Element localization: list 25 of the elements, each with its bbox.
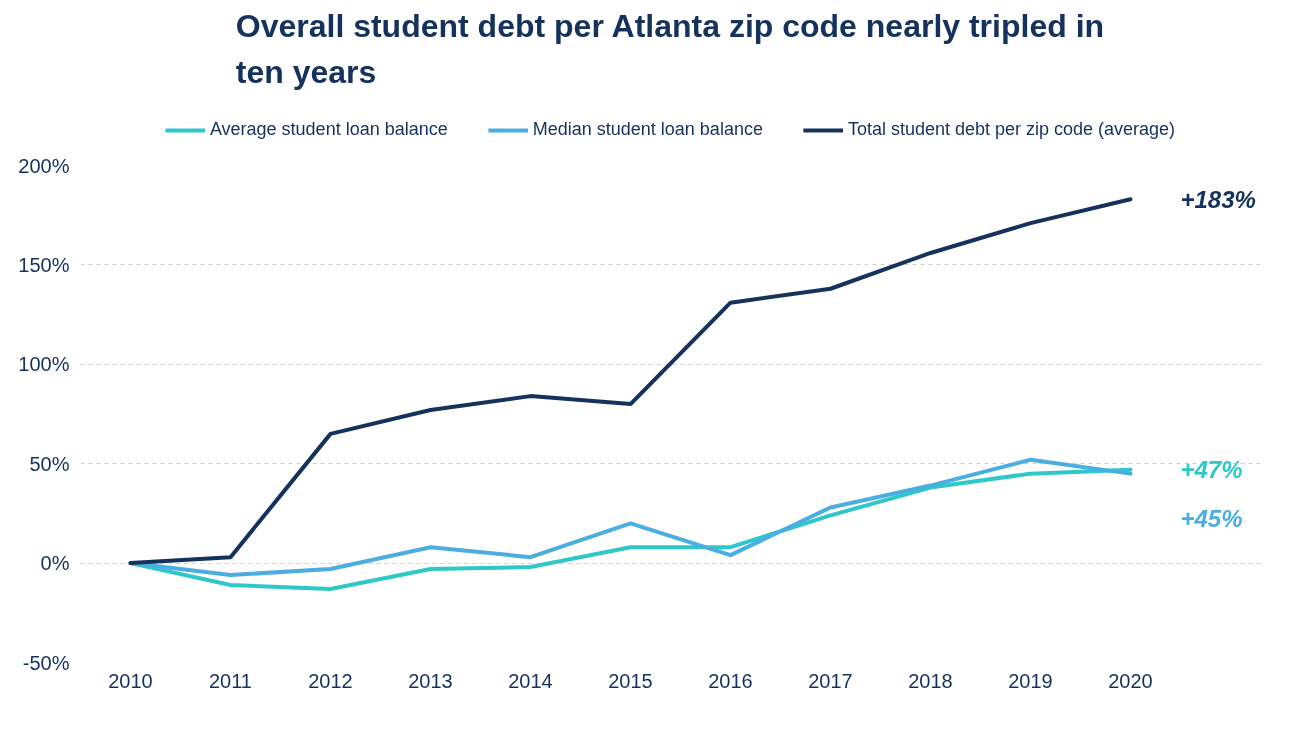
x-tick-label: 2014 — [508, 669, 553, 692]
annotation: +47% — [1180, 456, 1243, 484]
y-tick-label: 0% — [40, 552, 70, 575]
x-tick-label: 2017 — [808, 669, 853, 692]
x-tick-label: 2013 — [408, 669, 453, 692]
annotation: +183% — [1180, 185, 1256, 213]
y-tick-label: 100% — [18, 353, 70, 376]
x-tick-label: 2016 — [708, 669, 753, 692]
x-tick-label: 2010 — [108, 669, 153, 692]
x-tick-label: 2011 — [209, 669, 253, 692]
line-series — [128, 197, 1133, 566]
legend-label: Total student debt per zip code (average) — [847, 119, 1176, 140]
legend-label: Median student loan balance — [532, 119, 763, 140]
annotation: +45% — [1180, 505, 1243, 533]
x-tick-label: 2015 — [608, 669, 653, 692]
y-tick-label: 200% — [18, 154, 70, 177]
chart-title: Overall student debt per Atlanta zip code nearly tripled in ten years — [235, 7, 1105, 91]
x-tick-label: 2012 — [308, 669, 353, 692]
x-tick-label: 2019 — [1008, 669, 1053, 692]
y-tick-label: 50% — [29, 452, 70, 475]
x-tick-label: 2020 — [1108, 669, 1153, 692]
legend-label: Average student loan balance — [209, 119, 448, 140]
y-tick-label: 150% — [18, 253, 70, 276]
x-tick-label: 2018 — [908, 669, 953, 692]
y-tick-label: -50% — [22, 651, 70, 674]
